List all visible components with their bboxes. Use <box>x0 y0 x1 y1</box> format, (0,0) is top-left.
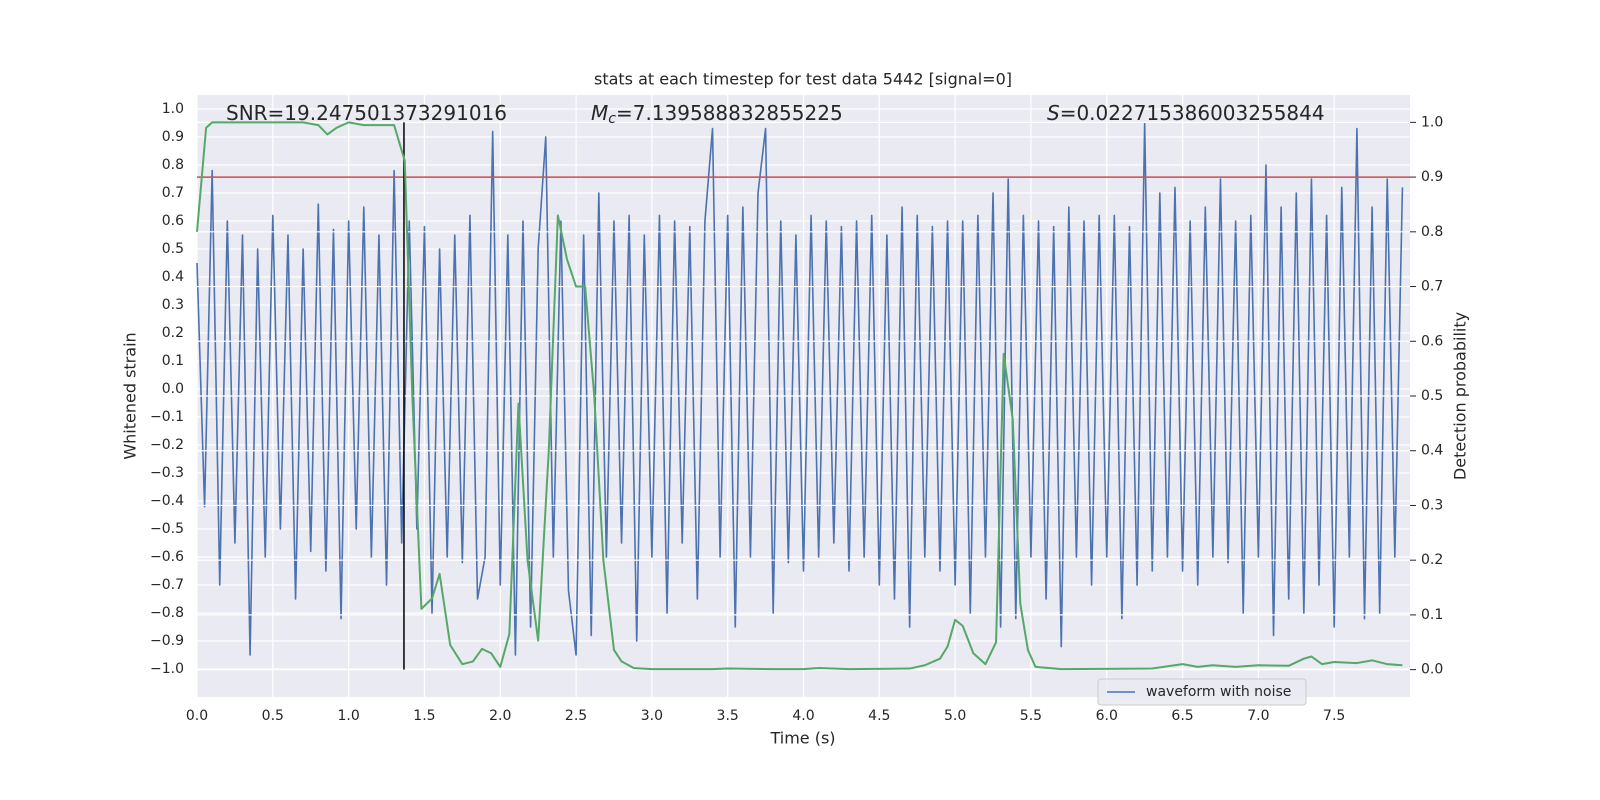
x-tick-label: 1.0 <box>337 708 359 724</box>
annotation-text: =7.139588832855225 <box>616 101 843 125</box>
y2-tick-label: 0.9 <box>1421 169 1443 185</box>
y-tick-label: 0.1 <box>162 353 184 369</box>
y-tick-label: 0.4 <box>162 269 184 285</box>
annotation-symbol: S <box>1047 101 1060 125</box>
y2-tick-label: 0.5 <box>1421 388 1443 404</box>
x-tick-label: 6.5 <box>1171 708 1193 724</box>
annotation: SNR=19.247501373291016 <box>226 101 507 125</box>
y2-tick-label: 0.3 <box>1421 497 1443 513</box>
annotation-text: SNR=19.247501373291016 <box>226 101 507 125</box>
x-tick-label: 7.5 <box>1323 708 1345 724</box>
series-line <box>196 121 1403 671</box>
x-tick-label: 5.0 <box>944 708 966 724</box>
y2-tick-label: 0.0 <box>1421 662 1443 678</box>
x-tick-label: 4.5 <box>868 708 890 724</box>
y-tick-label: −0.6 <box>150 549 184 565</box>
x-tick-label: 2.5 <box>565 708 587 724</box>
y-tick-label: 0.0 <box>162 381 184 397</box>
y2-tick-label: 0.7 <box>1421 279 1443 295</box>
x-tick-label: 3.0 <box>641 708 663 724</box>
chart-title: stats at each timestep for test data 544… <box>594 70 1012 89</box>
x-tick-label: 4.0 <box>792 708 814 724</box>
annotation: S=0.022715386003255844 <box>1047 101 1325 125</box>
y-tick-label: −0.8 <box>150 605 184 621</box>
y-axis-label: Whitened strain <box>121 332 140 459</box>
y-tick-label: 0.9 <box>162 129 184 145</box>
x-tick-label: 0.0 <box>186 708 208 724</box>
x-axis-label: Time (s) <box>769 729 835 748</box>
y-tick-label: 0.2 <box>162 325 184 341</box>
x-tick-label: 6.0 <box>1096 708 1118 724</box>
y-tick-label: 1.0 <box>162 101 184 117</box>
x-tick-label: 1.5 <box>413 708 435 724</box>
y-tick-label: −0.1 <box>150 409 184 425</box>
x-tick-label: 5.5 <box>1020 708 1042 724</box>
y-tick-label: −0.2 <box>150 437 184 453</box>
y2-tick-label: 0.4 <box>1421 443 1443 459</box>
y-tick-label: −0.5 <box>150 521 184 537</box>
y-tick-label: 0.7 <box>162 185 184 201</box>
y2-tick-label: 0.2 <box>1421 552 1443 568</box>
y-tick-label: 0.8 <box>162 157 184 173</box>
y2-tick-label: 0.6 <box>1421 333 1443 349</box>
y-tick-label: 0.6 <box>162 213 184 229</box>
y2-tick-label: 1.0 <box>1421 114 1443 130</box>
x-tick-label: 3.5 <box>717 708 739 724</box>
x-tick-label: 0.5 <box>262 708 284 724</box>
x-tick-label: 7.0 <box>1247 708 1269 724</box>
y2-tick-label: 0.8 <box>1421 224 1443 240</box>
y-tick-label: −1.0 <box>150 661 184 677</box>
y-tick-label: −0.3 <box>150 465 184 481</box>
y-tick-label: −0.9 <box>150 633 184 649</box>
annotation: Mc=7.139588832855225 <box>591 101 843 128</box>
x-tick-label: 2.0 <box>489 708 511 724</box>
y-tick-label: −0.4 <box>150 493 184 509</box>
y-tick-label: 0.3 <box>162 297 184 313</box>
y2-axis-label: Detection probability <box>1451 312 1470 480</box>
annotation-text: =0.022715386003255844 <box>1060 101 1325 125</box>
annotation-subscript: c <box>608 111 616 127</box>
legend-label: waveform with noise <box>1146 684 1291 700</box>
legend-box <box>1097 678 1307 706</box>
annotation-symbol: M <box>591 101 608 125</box>
y2-tick-label: 0.1 <box>1421 607 1443 623</box>
y-tick-label: 0.5 <box>162 241 184 257</box>
y-tick-label: −0.7 <box>150 577 184 593</box>
